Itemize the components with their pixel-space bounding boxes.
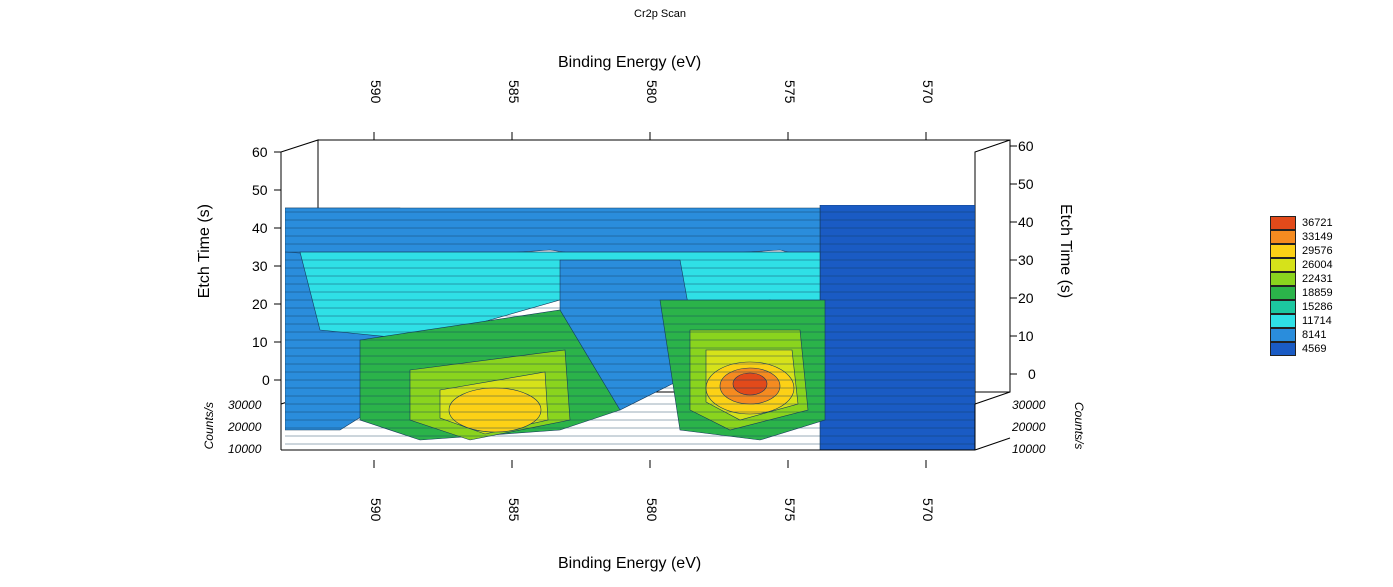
x-top-tick: 590 [368, 80, 384, 103]
legend-value: 29576 [1302, 245, 1333, 257]
legend-value: 11714 [1302, 315, 1332, 327]
z-left-tick: 20000 [228, 420, 261, 434]
legend-value: 36721 [1302, 217, 1333, 229]
y-right-tick: 0 [1028, 366, 1036, 382]
x-top-tick: 575 [782, 80, 798, 103]
z-left-tick: 30000 [228, 398, 261, 412]
swatch-icon [1270, 328, 1296, 342]
y-left-tick: 20 [252, 296, 268, 312]
legend-value: 15286 [1302, 301, 1333, 313]
swatch-icon [1270, 272, 1296, 286]
legend-row: 33149 [1270, 230, 1333, 244]
x-bot-tick: 570 [920, 498, 936, 521]
x-top-tick: 580 [644, 80, 660, 103]
z-right-tick: 20000 [1012, 420, 1045, 434]
swatch-icon [1270, 286, 1296, 300]
y-left-tick: 50 [252, 182, 268, 198]
x-bot-tick: 580 [644, 498, 660, 521]
y-right-tick: 50 [1018, 176, 1034, 192]
x-axis-label-top: Binding Energy (eV) [558, 54, 701, 72]
legend-row: 11714 [1270, 314, 1333, 328]
y-left-tick: 10 [252, 334, 268, 350]
y-right-tick: 40 [1018, 214, 1034, 230]
x-bot-tick: 575 [782, 498, 798, 521]
y-left-tick: 0 [262, 372, 270, 388]
legend-row: 29576 [1270, 244, 1333, 258]
z-right-tick: 10000 [1012, 442, 1045, 456]
y-left-tick: 40 [252, 220, 268, 236]
swatch-icon [1270, 300, 1296, 314]
y-left-tick: 30 [252, 258, 268, 274]
y-right-tick: 20 [1018, 290, 1034, 306]
x-bot-tick: 590 [368, 498, 384, 521]
y-right-tick: 60 [1018, 138, 1034, 154]
legend-value: 4569 [1302, 343, 1326, 355]
legend-value: 22431 [1302, 273, 1333, 285]
swatch-icon [1270, 230, 1296, 244]
y-right-tick: 30 [1018, 252, 1034, 268]
legend-row: 4569 [1270, 342, 1333, 356]
z-left-tick: 10000 [228, 442, 261, 456]
x-top-tick: 585 [506, 80, 522, 103]
legend-row: 26004 [1270, 258, 1333, 272]
color-legend: 36721 33149 29576 26004 22431 18859 1528… [1270, 216, 1333, 356]
z-axis-label-right: Counts/s [1072, 402, 1086, 449]
y-axis-label-right: Etch Time (s) [1056, 204, 1074, 298]
legend-row: 8141 [1270, 328, 1333, 342]
legend-row: 36721 [1270, 216, 1333, 230]
legend-row: 22431 [1270, 272, 1333, 286]
z-right-tick: 30000 [1012, 398, 1045, 412]
swatch-icon [1270, 258, 1296, 272]
y-right-tick: 10 [1018, 328, 1034, 344]
legend-value: 18859 [1302, 287, 1333, 299]
y-axis-label-left: Etch Time (s) [196, 204, 214, 298]
y-left-tick: 60 [252, 144, 268, 160]
legend-value: 33149 [1302, 231, 1333, 243]
swatch-icon [1270, 244, 1296, 258]
swatch-icon [1270, 216, 1296, 230]
legend-value: 26004 [1302, 259, 1333, 271]
swatch-icon [1270, 342, 1296, 356]
x-axis-label-bottom: Binding Energy (eV) [558, 555, 701, 573]
x-bot-tick: 585 [506, 498, 522, 521]
x-top-tick: 570 [920, 80, 936, 103]
swatch-icon [1270, 314, 1296, 328]
legend-row: 15286 [1270, 300, 1333, 314]
legend-value: 8141 [1302, 329, 1326, 341]
legend-row: 18859 [1270, 286, 1333, 300]
z-axis-label-left: Counts/s [202, 402, 216, 449]
